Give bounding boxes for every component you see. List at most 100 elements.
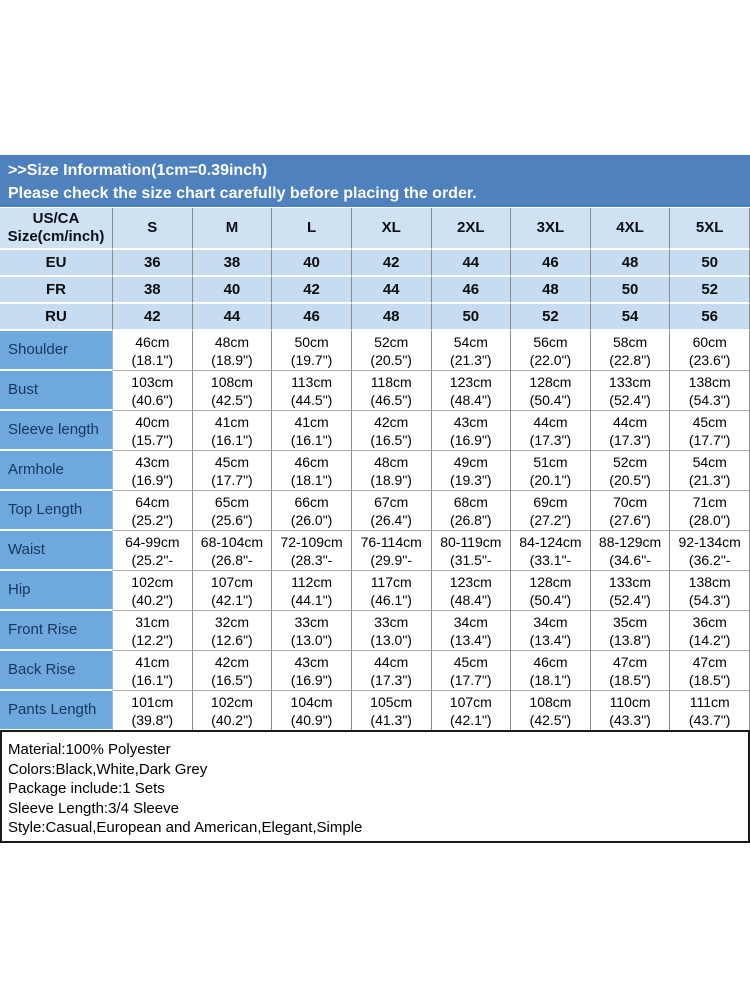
measurement-cell: 64-99cm (25.2"- [113, 531, 193, 571]
measurement-cell: 103cm (40.6") [113, 371, 193, 411]
measurement-cell: 54cm (21.3") [431, 331, 512, 371]
measurement-row: Top Length 64cm (25.2") 65cm (25.6") 66cm (26.… [0, 491, 750, 531]
region-size-cell: 50 [431, 304, 512, 331]
measurement-cell: 41cm (16.1") [272, 411, 352, 451]
measurement-cell: 71cm (28.0") [670, 491, 750, 531]
measurement-cell: 49cm (19.3") [431, 451, 512, 491]
detail-line: Package include:1 Sets [8, 780, 165, 797]
measurement-cell: 68cm (26.8") [431, 491, 512, 531]
region-size-cell: 38 [192, 250, 273, 277]
measurement-cell: 117cm (46.1") [351, 571, 432, 611]
measurement-cell: 111cm (43.7") [670, 691, 750, 731]
measurement-cell: 35cm (13.8") [590, 611, 671, 651]
measurement-cell: 118cm (46.5") [351, 371, 432, 411]
column-header-cell: S [113, 208, 193, 250]
region-label-cell: FR [0, 277, 113, 304]
corner-header-cell: US/CA Size(cm/inch) [0, 208, 113, 250]
column-header-cell: 3XL [511, 208, 591, 250]
measurement-cell: 47cm (18.5") [670, 651, 750, 691]
column-header-cell: XL [351, 208, 432, 250]
measurement-row: Sleeve length 40cm (15.7") 41cm (16.1") 41cm(… [0, 411, 750, 451]
region-size-cell: 46 [431, 277, 512, 304]
measurement-cell: 46cm (18.1") [272, 451, 352, 491]
measurement-cell: 33cm (13.0") [272, 611, 352, 651]
measurement-cell: 102cm (40.2") [113, 571, 193, 611]
measurement-cell: 67cm (26.4") [351, 491, 432, 531]
measurement-cell: 101cm (39.8") [113, 691, 193, 731]
measurement-cell: 76-114cm (29.9"- [351, 531, 432, 571]
measurement-cell: 128cm (50.4") [511, 571, 591, 611]
measurement-row: Front Rise 31cm (12.2") 32cm (12.6") 33cm (13.… [0, 611, 750, 651]
measurement-cell: 43cm (16.9") [272, 651, 352, 691]
column-header-cell: M [192, 208, 273, 250]
row-label-cell: Hip [0, 571, 113, 611]
measurement-cell: 133cm (52.4") [590, 571, 671, 611]
measurement-cell: 51cm (20.1") [511, 451, 591, 491]
region-size-cell: 52 [670, 277, 750, 304]
measurement-cell: 70cm (27.6") [590, 491, 671, 531]
measurement-cell: 72-109cm (28.3"- [272, 531, 352, 571]
measurement-cell: 107cm (42.1") [192, 571, 273, 611]
row-label-cell: Front Rise [0, 611, 113, 651]
measurement-cell: 48cm (18.9") [351, 451, 432, 491]
row-label-cell: Pants Length [0, 691, 113, 731]
measurement-cell: 48cm (18.9") [192, 331, 273, 371]
row-label-cell: Shoulder [0, 331, 113, 371]
region-size-cell: 46 [511, 250, 591, 277]
measurement-cell: 34cm (13.4") [511, 611, 591, 651]
measurement-cell: 45cm (17.7") [670, 411, 750, 451]
detail-line: Style:Casual,European and American,Elega… [8, 819, 363, 836]
measurement-cell: 54cm (21.3") [670, 451, 750, 491]
measurement-cell: 40cm (15.7") [113, 411, 193, 451]
measurement-cell: 52cm (20.5") [351, 331, 432, 371]
measurement-cell: 92-134cm (36.2"- [670, 531, 750, 571]
region-size-cell: 36 [113, 250, 193, 277]
banner-title: >>Size Information(1cm=0.39inch) [8, 162, 268, 179]
detail-line: Sleeve Length:3/4 Sleeve [8, 799, 179, 817]
column-header-cell: L [272, 208, 352, 250]
measurement-cell: 41cm (16.1") [192, 411, 273, 451]
measurement-cell: 33cm (13.0") [351, 611, 432, 651]
measurement-cell: 44cm (17.3") [351, 651, 432, 691]
measurement-cell: 102cm (40.2") [192, 691, 273, 731]
measurement-cell: 110cm (43.3") [590, 691, 671, 731]
measurement-cell: 60cm (23.6") [670, 331, 750, 371]
measurement-cell: 32cm (12.6") [192, 611, 273, 651]
region-size-cell: 48 [351, 304, 432, 331]
region-size-cell: 52 [511, 304, 591, 331]
region-size-cell: 50 [590, 277, 671, 304]
measurement-cell: 44cm (17.3") [590, 411, 671, 451]
region-label-cell: RU [0, 304, 113, 331]
measurement-cell: 43cm (16.9") [113, 451, 193, 491]
region-size-cell: 40 [192, 277, 273, 304]
size-info-banner: >>Size Information(1cm=0.39inch) Please … [0, 155, 750, 207]
measurement-cell: 113cm (44.5") [272, 371, 352, 411]
measurement-cell: 34cm (13.4") [431, 611, 512, 651]
region-size-cell: 48 [590, 250, 671, 277]
measurement-cell: 80-119cm (31.5"- [431, 531, 512, 571]
detail-line: Colors:Black,White,Dark Grey [8, 760, 208, 778]
measurement-cell: 58cm (22.8") [590, 331, 671, 371]
measurement-cell: 104cm (40.9") [272, 691, 352, 731]
measurement-cell: 52cm (20.5") [590, 451, 671, 491]
measurement-cell: 42cm (16.5") [192, 651, 273, 691]
region-size-cell: 44 [351, 277, 432, 304]
measurement-cell: 107cm (42.1") [431, 691, 512, 731]
measurement-cell: 123cm (48.4") [431, 571, 512, 611]
measurement-cell: 45cm (17.7") [431, 651, 512, 691]
measurement-cell: 88-129cm (34.6"- [590, 531, 671, 571]
detail-line: Material:100% Polyester [8, 741, 171, 758]
row-label-cell: Top Length [0, 491, 113, 531]
region-size-cell: 42 [351, 250, 432, 277]
measurement-cell: 31cm (12.2") [113, 611, 193, 651]
measurement-cell: 64cm (25.2") [113, 491, 193, 531]
measurement-row: Hip 102cm (40.2") 107cm (42.1") 112cm (44.1") 1… [0, 571, 750, 611]
measurement-cell: 105cm (41.3") [351, 691, 432, 731]
measurement-cell: 45cm (17.7") [192, 451, 273, 491]
region-row: FR 38 40 42 44 46 48 50 52 [0, 277, 750, 304]
measurement-cell: 68-104cm (26.8"- [192, 531, 273, 571]
region-size-cell: 42 [272, 277, 352, 304]
region-size-cell: 38 [113, 277, 193, 304]
measurement-row: Armhole 43cm (16.9") 45cm (17.7") 46cm (18.1")… [0, 451, 750, 491]
